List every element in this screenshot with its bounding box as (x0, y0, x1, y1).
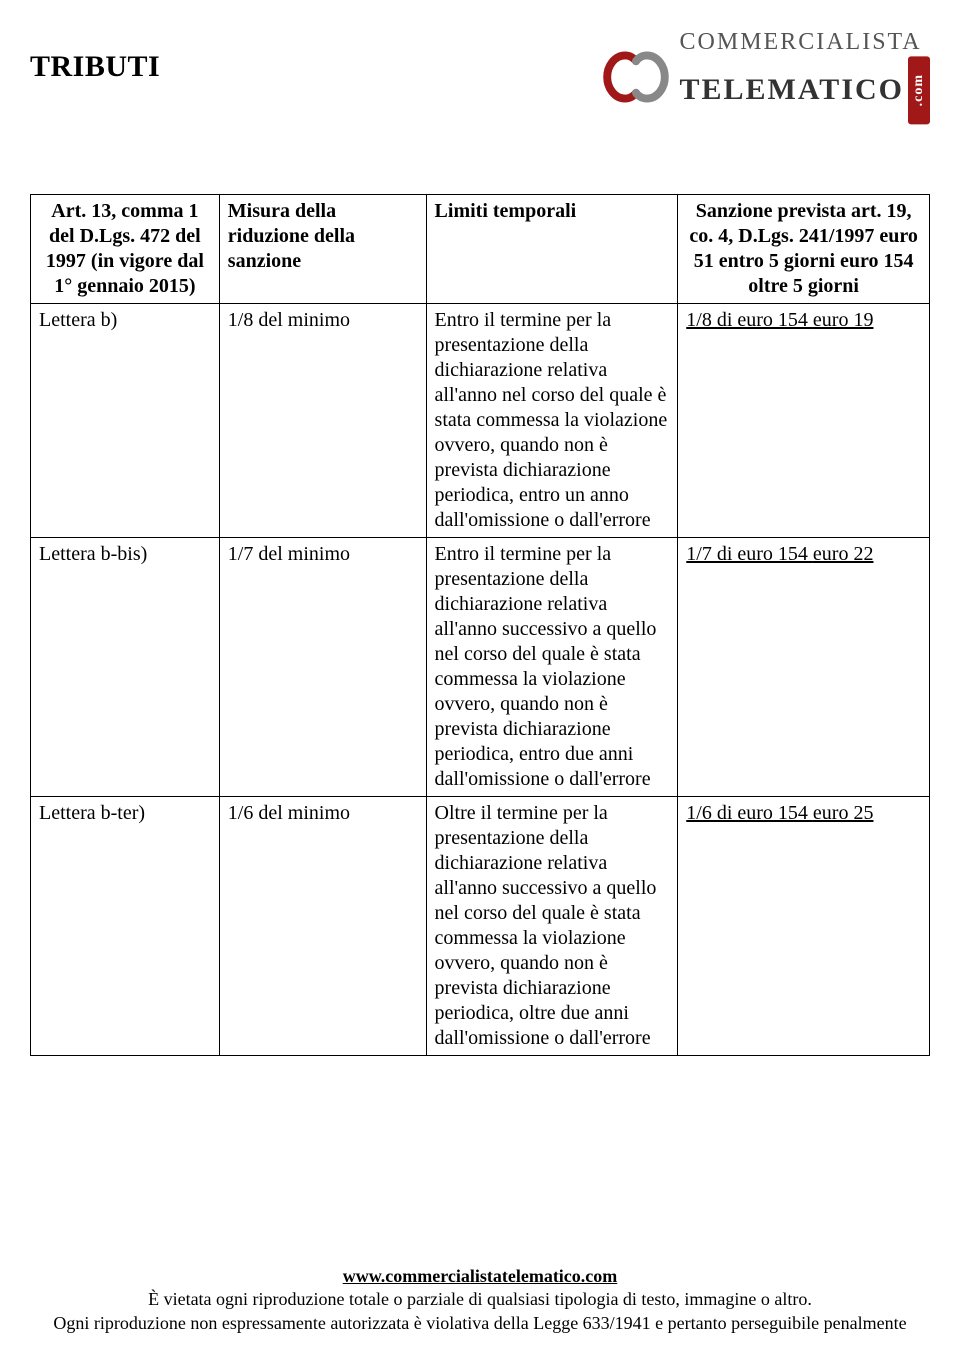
cell-lettera: Lettera b) (31, 304, 220, 538)
table-row: Lettera b-bis) 1/7 del minimo Entro il t… (31, 538, 930, 797)
logo-tag: .com (908, 56, 930, 124)
footer-line1: È vietata ogni riproduzione totale o par… (148, 1289, 812, 1309)
cell-misura: 1/7 del minimo (219, 538, 426, 797)
brand-logo: COMMERCIALISTA TELEMATICO .com (600, 30, 930, 124)
logo-line2: TELEMATICO (680, 75, 904, 105)
cell-sanzione: 1/7 di euro 154 euro 22 (678, 538, 930, 797)
footer-link[interactable]: www.commercialistatelematico.com (343, 1266, 618, 1286)
cell-limiti: Entro il termine per la presentazione de… (426, 304, 678, 538)
cell-lettera: Lettera b-bis) (31, 538, 220, 797)
page-header: TRIBUTI COMMERCIALISTA TELEMATICO .com (30, 30, 930, 124)
cell-limiti: Entro il termine per la presentazione de… (426, 538, 678, 797)
cell-lettera: Lettera b-ter) (31, 797, 220, 1056)
section-title: TRIBUTI (30, 50, 160, 84)
cell-sanzione: 1/6 di euro 154 euro 25 (678, 797, 930, 1056)
th-limiti: Limiti temporali (426, 195, 678, 304)
footer-line2: Ogni riproduzione non espressamente auto… (53, 1313, 906, 1333)
th-articolo: Art. 13, comma 1 del D.Lgs. 472 del 1997… (31, 195, 220, 304)
tributi-table: Art. 13, comma 1 del D.Lgs. 472 del 1997… (30, 194, 930, 1056)
table-row: Lettera b-ter) 1/6 del minimo Oltre il t… (31, 797, 930, 1056)
logo-text: COMMERCIALISTA TELEMATICO .com (680, 30, 930, 124)
th-sanzione: Sanzione prevista art. 19, co. 4, D.Lgs.… (678, 195, 930, 304)
table-row: Lettera b) 1/8 del minimo Entro il termi… (31, 304, 930, 538)
cell-sanzione: 1/8 di euro 154 euro 19 (678, 304, 930, 538)
logo-mark-icon (600, 41, 672, 113)
table-header-row: Art. 13, comma 1 del D.Lgs. 472 del 1997… (31, 195, 930, 304)
page-footer: www.commercialistatelematico.com È vieta… (0, 1265, 960, 1335)
th-misura: Misura della riduzione della sanzione (219, 195, 426, 304)
cell-limiti: Oltre il termine per la presentazione de… (426, 797, 678, 1056)
cell-misura: 1/8 del minimo (219, 304, 426, 538)
cell-misura: 1/6 del minimo (219, 797, 426, 1056)
logo-line1: COMMERCIALISTA (680, 30, 930, 54)
